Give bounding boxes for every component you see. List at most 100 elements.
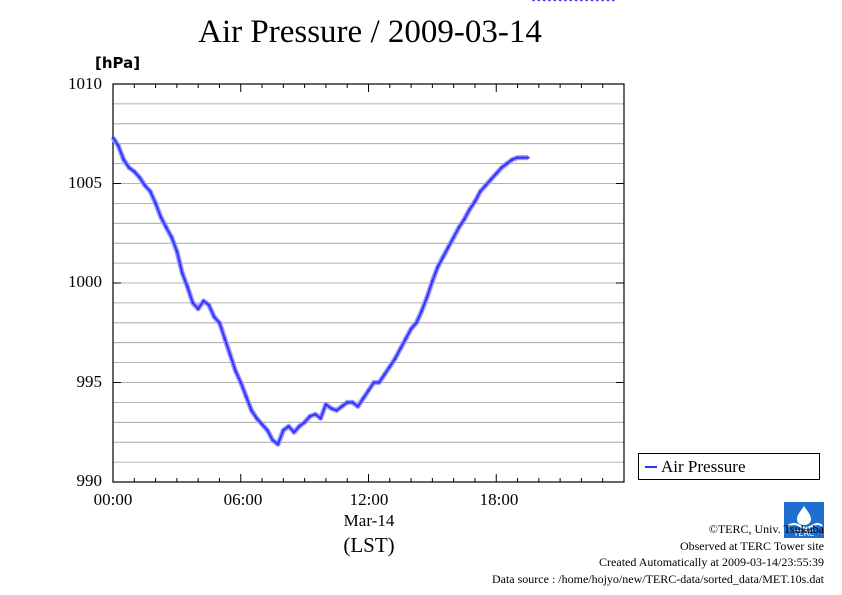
data-point	[383, 373, 386, 376]
data-point	[553, 0, 557, 2]
data-point	[132, 170, 136, 173]
data-point	[239, 381, 243, 384]
data-point	[218, 321, 221, 325]
data-point	[367, 389, 370, 392]
data-point	[388, 365, 392, 368]
data-point	[351, 401, 354, 404]
data-point	[505, 162, 509, 165]
data-point	[319, 417, 322, 420]
credit-line: ©TERC, Univ. Tsukuba	[708, 522, 824, 536]
data-point	[415, 321, 418, 325]
data-point	[345, 401, 349, 404]
series-group	[110, 0, 615, 447]
data-point	[409, 327, 413, 331]
y-tick-label: 995	[76, 372, 103, 391]
data-point	[196, 307, 200, 311]
data-point	[420, 309, 424, 313]
data-point	[457, 225, 461, 229]
legend-swatch	[645, 466, 657, 468]
data-point	[558, 0, 562, 2]
data-point	[425, 295, 429, 299]
data-point	[569, 0, 573, 2]
data-point	[260, 422, 264, 426]
data-point	[590, 0, 594, 2]
data-point	[271, 438, 274, 442]
data-point	[170, 235, 173, 239]
data-point	[441, 255, 445, 259]
credits: ©TERC, Univ. Tsukuba Observed at TERC To…	[492, 521, 824, 587]
data-point	[117, 144, 120, 147]
legend: Air Pressure	[638, 453, 820, 480]
data-point	[180, 271, 184, 275]
data-point	[606, 0, 610, 2]
data-point	[516, 156, 519, 159]
data-point	[276, 442, 280, 446]
data-point	[186, 285, 189, 289]
data-point	[510, 158, 514, 161]
y-tick-label: 1005	[68, 173, 102, 192]
data-point	[111, 136, 115, 140]
data-point	[494, 172, 498, 175]
data-point	[303, 421, 306, 424]
data-point	[282, 428, 285, 432]
data-point	[228, 353, 232, 356]
data-point	[340, 405, 344, 408]
grid-lines	[113, 103, 624, 463]
data-point	[143, 184, 147, 187]
data-point	[255, 417, 259, 420]
data-point	[463, 218, 466, 221]
data-point	[580, 0, 583, 2]
data-point	[202, 299, 205, 303]
data-point	[207, 303, 211, 307]
data-point	[138, 176, 141, 179]
data-point	[159, 216, 163, 219]
data-point	[234, 369, 237, 372]
y-tick-label: 1010	[68, 74, 102, 93]
x-tick-label: 12:00	[349, 490, 389, 509]
x-tick-label: 18:00	[479, 490, 519, 509]
data-point	[292, 430, 296, 434]
data-point	[532, 0, 535, 2]
data-point	[468, 208, 471, 211]
data-point	[393, 357, 397, 360]
data-point	[574, 0, 578, 2]
data-point	[372, 381, 376, 384]
data-point	[478, 190, 482, 193]
data-point	[250, 409, 253, 412]
x-axis-unit: (LST)	[343, 533, 395, 557]
data-point	[564, 0, 567, 2]
chart-title: Air Pressure / 2009-03-14	[198, 14, 542, 50]
data-point	[329, 407, 333, 410]
data-point	[473, 200, 477, 203]
data-point	[313, 413, 317, 416]
logo-text: TERC	[793, 529, 815, 538]
data-point	[431, 279, 434, 283]
data-point	[244, 395, 248, 398]
data-point	[212, 315, 216, 319]
data-point	[266, 428, 269, 432]
legend-label: Air Pressure	[661, 457, 746, 476]
data-point	[191, 301, 195, 305]
data-point	[612, 0, 615, 2]
data-point	[308, 415, 312, 418]
data-point	[585, 0, 589, 2]
x-tick-label: 00:00	[93, 490, 133, 509]
data-point	[399, 347, 402, 350]
y-tick-label: 1000	[68, 272, 102, 291]
data-point	[484, 184, 487, 187]
data-point	[404, 337, 408, 341]
data-point	[601, 0, 605, 2]
x-tick-label: 06:00	[223, 490, 263, 509]
data-point	[148, 190, 152, 193]
data-point	[356, 405, 360, 408]
data-point	[175, 249, 179, 253]
data-point	[127, 166, 131, 169]
data-point	[436, 265, 439, 269]
x-axis-date: Mar-14	[343, 511, 395, 530]
credit-line: Created Automatically at 2009-03-14/23:5…	[599, 555, 824, 569]
y-axis-unit: [hPa]	[95, 54, 141, 72]
data-point	[526, 156, 530, 159]
data-point	[164, 225, 168, 229]
data-point	[548, 0, 551, 2]
data-point	[324, 403, 328, 406]
